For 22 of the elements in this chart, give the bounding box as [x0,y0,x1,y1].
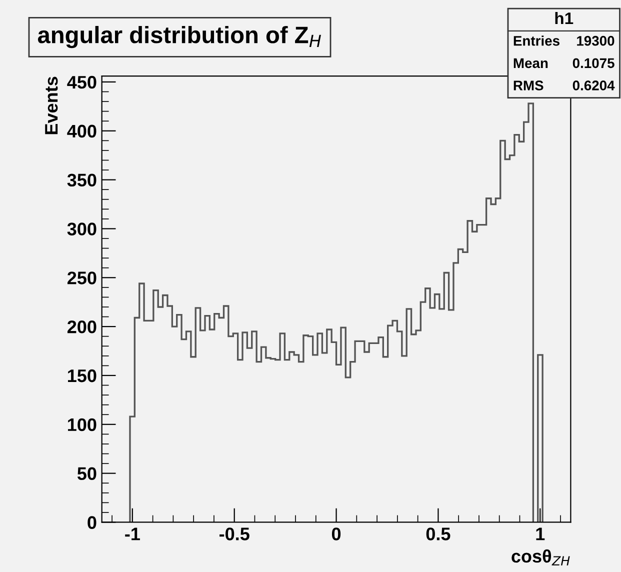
text: Mean 0.1075 [514,58,614,68]
y-axis-title: Events [45,76,58,134]
y-tick-label: 400 [67,124,96,138]
y-tick-label: 150 [68,369,96,382]
y-tick-label: 50 [77,467,96,480]
text: RMS 0.6204 [514,80,615,90]
x-tick-label: 0 [332,528,341,540]
text: h1 [555,12,574,24]
x-axis-title: cosθ$_{ZH}$ [512,549,570,566]
y-tick-label: 450 [67,76,96,89]
y-tick-label: 300 [67,222,96,236]
y-tick-label: 0 [88,516,96,529]
text: Entries 19300 [514,36,614,46]
y-tick-label: 250 [67,272,96,284]
y-tick-label: 200 [67,320,96,334]
x-tick-label: -0.5 [219,528,250,540]
y-tick-label: 100 [68,418,96,432]
x-tick-label: -1 [125,528,140,540]
chart-title: angular distribution of Z$_{H}$ [38,26,321,48]
x-tick-label: 1 [536,528,545,540]
y-tick-label: 350 [67,174,96,187]
x-tick-label: 0.5 [426,528,450,540]
